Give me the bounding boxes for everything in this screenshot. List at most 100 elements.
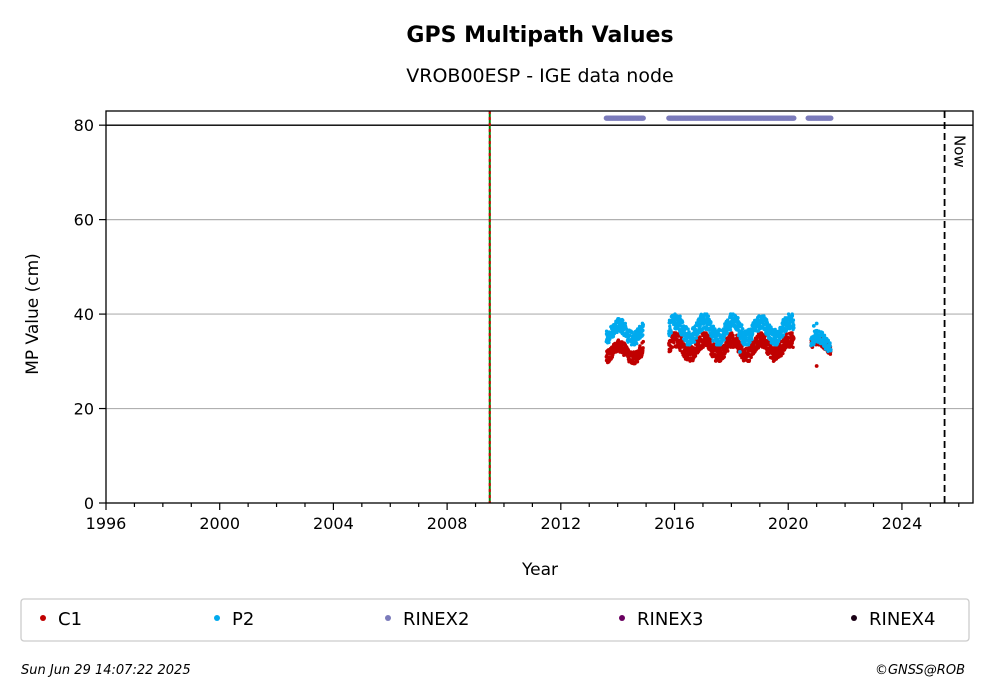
c1-point	[781, 351, 785, 356]
c1-point	[701, 345, 705, 349]
p2-point	[725, 331, 729, 335]
c1-point	[698, 335, 702, 339]
p2-point	[621, 318, 625, 323]
c1-point	[749, 355, 753, 360]
p2-point	[829, 348, 833, 352]
p2-point	[722, 338, 726, 342]
p2-point	[751, 332, 755, 336]
p2-point	[740, 323, 744, 327]
c1-point	[791, 345, 795, 349]
p2-point	[694, 336, 698, 340]
c1-point	[670, 345, 675, 349]
c1-point	[641, 339, 645, 344]
p2-point	[706, 314, 711, 318]
legend-marker	[385, 615, 391, 621]
p2-point	[820, 331, 825, 335]
p2-point	[741, 327, 745, 331]
rinex2-point	[640, 115, 646, 121]
p2-point	[736, 316, 740, 320]
legend-label: C1	[58, 609, 82, 630]
p2-point	[680, 320, 685, 324]
y-tick-label: 80	[74, 116, 94, 135]
p2-point	[826, 338, 830, 343]
c1-point	[722, 355, 726, 359]
legend-marker	[40, 615, 46, 621]
series-rinex2	[603, 115, 834, 121]
chart-subtitle: VROB00ESP - IGE data node	[406, 65, 673, 87]
p2-point	[711, 339, 715, 343]
p2-point	[612, 331, 617, 336]
x-tick-label: 2004	[313, 514, 354, 533]
data-points	[603, 115, 834, 368]
p2-point	[641, 333, 645, 337]
c1-point	[693, 354, 698, 358]
y-axis: 0 20 40 60 80	[74, 116, 106, 513]
p2-point	[711, 324, 716, 328]
c1-point	[747, 358, 752, 362]
legend-label: P2	[232, 609, 254, 630]
legend-item-rinex4: RINEX4	[851, 609, 935, 630]
c1-point	[672, 341, 676, 345]
legend-label: RINEX2	[403, 609, 469, 630]
p2-point	[792, 326, 796, 330]
x-tick-label: 1996	[86, 514, 127, 533]
c1-point	[752, 343, 756, 347]
p2-point	[686, 327, 690, 331]
p2-point	[818, 334, 823, 338]
x-tick-label: 2020	[768, 514, 809, 533]
legend-frame	[20, 598, 970, 642]
p2-point	[791, 318, 796, 322]
c1-point	[635, 360, 640, 364]
y-axis-label: MP Value (cm)	[23, 253, 43, 375]
p2-point	[728, 328, 733, 332]
p2-point	[814, 321, 819, 326]
rinex2-point	[791, 115, 797, 121]
c1-point	[790, 331, 794, 335]
c1-point	[638, 344, 642, 348]
p2-point	[781, 333, 786, 337]
y-tick-label: 20	[74, 400, 94, 419]
p2-point	[667, 333, 671, 338]
p2-point	[828, 341, 832, 345]
footer-timestamp: Sun Jun 29 14:07:22 2025	[21, 663, 191, 678]
now-label: Now	[951, 135, 969, 168]
p2-point	[692, 340, 697, 344]
p2-point	[792, 323, 796, 327]
c1-point	[641, 346, 645, 350]
p2-point	[607, 340, 611, 345]
legend-marker	[851, 615, 857, 621]
c1-point	[828, 352, 833, 356]
c1-point	[764, 343, 769, 347]
c1-point	[737, 340, 741, 344]
p2-point	[611, 334, 616, 339]
reference-lines: Now	[106, 111, 973, 503]
legend-item-p2: P2	[214, 609, 254, 630]
footer-copyright: ©GNSS@ROB	[875, 663, 965, 678]
p2-point	[790, 314, 795, 318]
p2-point	[811, 323, 816, 328]
legend-marker	[619, 615, 625, 621]
series-p2	[604, 312, 833, 354]
y-tick-label: 60	[74, 211, 94, 230]
c1-point	[726, 349, 730, 353]
c1-point	[770, 346, 774, 350]
x-axis: 1996 2000 2004 2008 2012 2016 2020 2024	[86, 503, 960, 533]
legend-label: RINEX3	[637, 609, 703, 630]
p2-point	[778, 337, 782, 341]
p2-point	[750, 337, 754, 342]
p2-point	[669, 331, 673, 335]
c1-point	[731, 333, 735, 338]
p2-point	[687, 330, 691, 334]
x-axis-label: Year	[521, 560, 558, 580]
legend: C1 P2 RINEX2 RINEX3 RINEX4	[20, 598, 970, 642]
p2-point	[630, 330, 634, 334]
y-tick-label: 0	[84, 494, 94, 513]
p2-point	[738, 349, 742, 354]
p2-point	[744, 335, 748, 340]
p2-point	[623, 321, 627, 326]
rinex2-point	[828, 115, 834, 121]
x-tick-label: 2008	[427, 514, 468, 533]
p2-point	[691, 336, 696, 340]
p2-point	[692, 333, 696, 337]
p2-point	[678, 314, 682, 318]
